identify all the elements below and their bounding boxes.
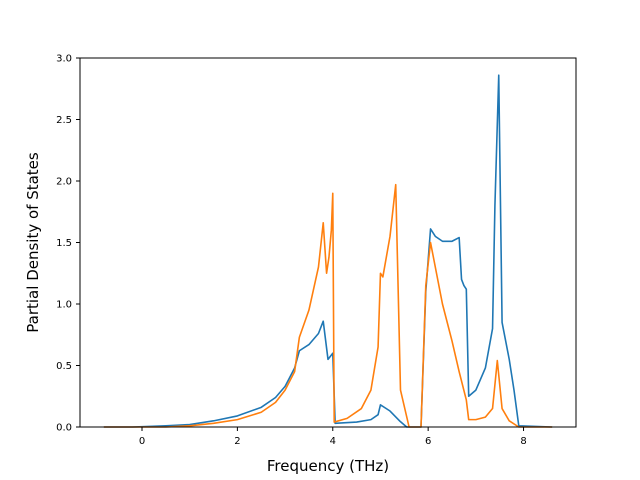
y-tick-label: 0.0 [56, 423, 72, 434]
series-layer [103, 74, 553, 428]
y-axis-ticks: 0.0 0.5 1.0 1.5 2.0 2.5 3.0 [56, 54, 80, 434]
x-tick-label: 4 [330, 436, 336, 447]
x-tick-label: 2 [234, 436, 240, 447]
y-tick-label: 1.0 [56, 300, 72, 311]
x-axis-title: Frequency (THz) [267, 457, 389, 475]
series-line-1 [103, 74, 553, 428]
y-tick-label: 0.5 [56, 361, 72, 372]
y-tick-label: 1.5 [56, 238, 72, 249]
plot-area [80, 58, 576, 427]
y-tick-label: 2.5 [56, 115, 72, 126]
x-tick-label: 6 [425, 436, 431, 447]
x-tick-label: 8 [520, 436, 526, 447]
y-axis-title: Partial Density of States [24, 152, 42, 333]
x-axis-ticks: 0 2 4 6 8 [139, 427, 527, 447]
y-tick-label: 2.0 [56, 177, 72, 188]
y-tick-label: 3.0 [56, 54, 72, 65]
series-line-2 [103, 183, 553, 428]
x-tick-label: 0 [139, 436, 145, 447]
